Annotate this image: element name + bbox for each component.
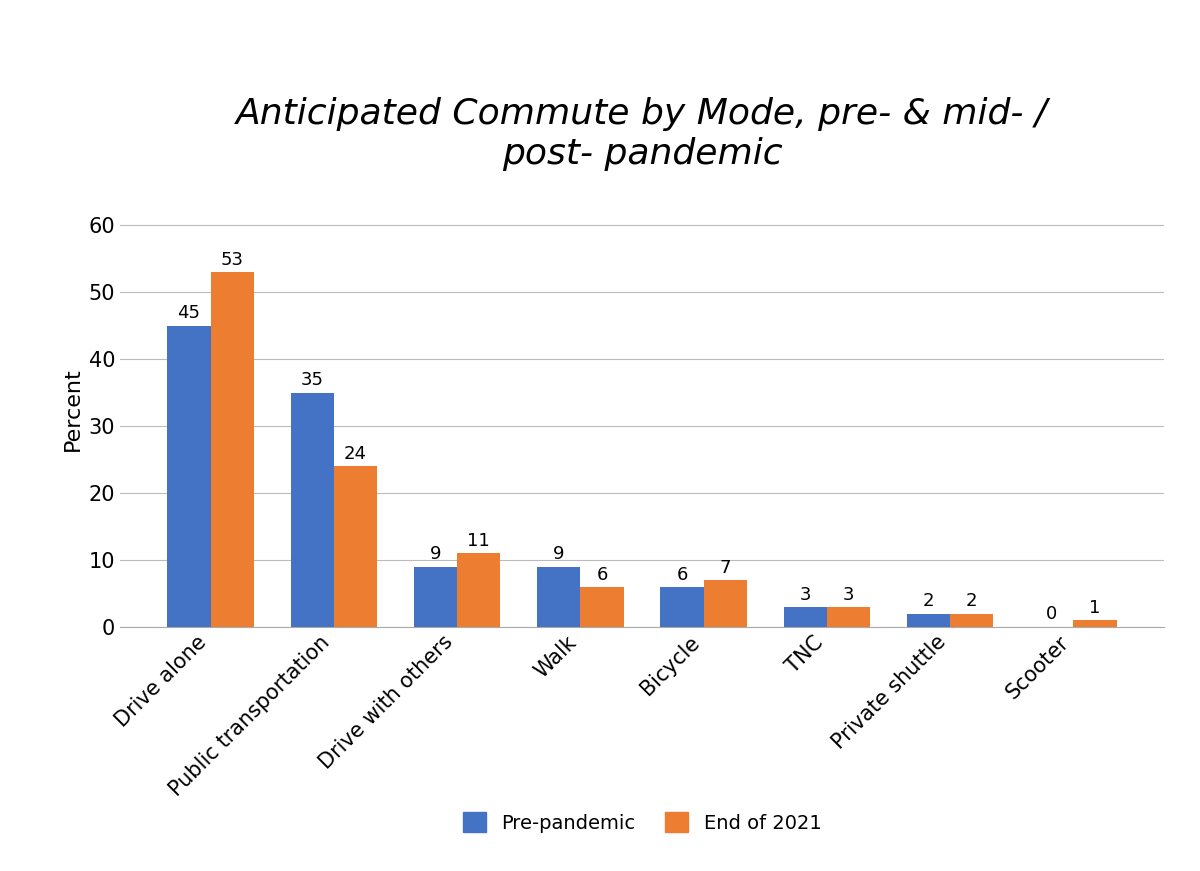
Text: 1: 1 <box>1090 599 1100 617</box>
Text: 24: 24 <box>344 445 367 463</box>
Bar <box>784 607 827 627</box>
Text: 53: 53 <box>221 251 244 268</box>
Title: Anticipated Commute by Mode, pre- & mid- /
post- pandemic: Anticipated Commute by Mode, pre- & mid-… <box>236 98 1048 171</box>
Bar <box>290 393 334 627</box>
Text: 6: 6 <box>677 565 688 584</box>
Bar <box>414 567 457 627</box>
Bar <box>334 466 377 627</box>
Bar <box>1074 620 1116 627</box>
Bar <box>827 607 870 627</box>
Text: 35: 35 <box>301 371 324 389</box>
Text: 2: 2 <box>923 592 935 611</box>
Text: 3: 3 <box>842 585 854 604</box>
Text: 11: 11 <box>467 532 490 550</box>
Text: 0: 0 <box>1046 605 1057 623</box>
Bar <box>538 567 581 627</box>
Bar <box>457 553 500 627</box>
Text: 6: 6 <box>596 565 607 584</box>
Bar <box>210 272 253 627</box>
Text: 9: 9 <box>430 545 442 564</box>
Text: 45: 45 <box>178 304 200 322</box>
Text: 3: 3 <box>799 585 811 604</box>
Bar <box>581 587 624 627</box>
Bar <box>168 326 210 627</box>
Text: 2: 2 <box>966 592 978 611</box>
Bar <box>703 580 746 627</box>
Legend: Pre-pandemic, End of 2021: Pre-pandemic, End of 2021 <box>452 802 832 842</box>
Text: 9: 9 <box>553 545 564 564</box>
Bar <box>950 614 994 627</box>
Bar <box>907 614 950 627</box>
Text: 7: 7 <box>720 559 731 577</box>
Y-axis label: Percent: Percent <box>62 368 83 451</box>
Bar <box>660 587 703 627</box>
